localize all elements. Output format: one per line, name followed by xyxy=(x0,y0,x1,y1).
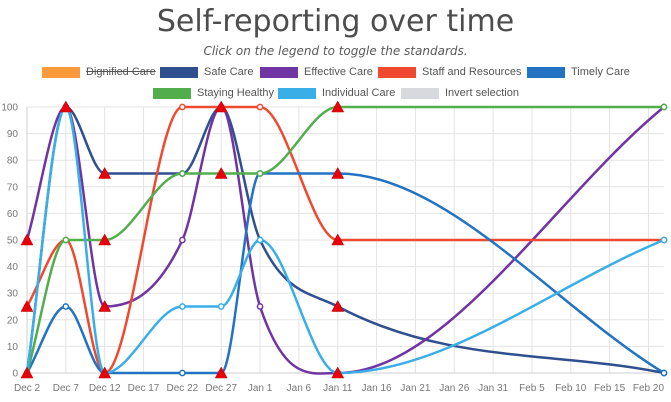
legend-swatch xyxy=(42,67,80,78)
data-point-effective-care xyxy=(179,236,186,244)
data-point-staff-and-resources xyxy=(256,103,264,111)
x-tick-label: Feb 20 xyxy=(633,383,665,394)
legend-swatch xyxy=(401,88,439,99)
x-tick-label: Jan 31 xyxy=(478,383,508,394)
y-tick-label: 70 xyxy=(7,182,19,193)
y-tick-label: 80 xyxy=(7,156,19,167)
y-tick-label: 40 xyxy=(7,262,19,273)
x-tick-label: Dec 22 xyxy=(167,383,199,394)
data-point-staying-healthy xyxy=(179,170,186,177)
x-tick-label: Jan 21 xyxy=(400,383,430,394)
data-point-individual-care xyxy=(256,236,264,244)
x-tick-label: Dec 7 xyxy=(53,383,80,394)
legend-swatch xyxy=(278,88,316,99)
data-point-staff-and-resources xyxy=(179,103,186,111)
data-point-effective-care xyxy=(256,303,264,310)
data-point-individual-care xyxy=(217,303,225,310)
chart-markers xyxy=(20,100,668,379)
flag-marker xyxy=(59,100,73,113)
y-tick-label: 50 xyxy=(7,236,19,247)
flag-marker xyxy=(98,166,112,179)
legend-label: Staff and Resources xyxy=(422,66,522,78)
chart-axes: 0 10 20 30 40 50 60 70 80 90 100 Dec 2 Dec 7 Dec 12 De… xyxy=(1,103,664,395)
legend-label: Dignified Care xyxy=(86,66,156,78)
flag-marker xyxy=(214,100,228,113)
y-tick-label: 10 xyxy=(7,342,19,353)
x-tick-label: Dec 17 xyxy=(128,383,160,394)
flag-marker xyxy=(214,166,228,179)
flag-marker xyxy=(98,366,112,379)
flag-marker xyxy=(20,233,34,246)
y-tick-label: 90 xyxy=(7,129,19,140)
chart-subtitle: Click on the legend to toggle the standa… xyxy=(203,44,468,58)
data-point-timely-care xyxy=(179,369,186,377)
legend-label: Timely Care xyxy=(571,66,630,78)
legend-swatch xyxy=(527,67,565,78)
chart-title: Self-reporting over time xyxy=(156,4,515,39)
data-point-staying-healthy xyxy=(256,170,264,177)
legend-swatch xyxy=(378,67,416,78)
legend-label: Individual Care xyxy=(322,87,396,99)
x-tick-label: Dec 2 xyxy=(14,383,41,394)
x-tick-label: Jan 1 xyxy=(248,383,273,394)
y-tick-label: 20 xyxy=(7,315,19,326)
data-point-staying-healthy xyxy=(660,103,668,111)
legend-swatch xyxy=(160,67,198,78)
x-tick-label: Feb 10 xyxy=(555,383,587,394)
data-point-timely-care xyxy=(62,303,70,310)
y-tick-label: 0 xyxy=(12,369,18,380)
x-tick-label: Feb 5 xyxy=(519,383,545,394)
data-point-individual-care xyxy=(660,236,668,244)
flag-marker xyxy=(331,233,345,246)
y-tick-label: 30 xyxy=(7,289,19,300)
x-tick-label: Dec 12 xyxy=(89,383,121,394)
x-tick-label: Feb 15 xyxy=(594,383,626,394)
data-point-individual-care xyxy=(179,303,186,310)
series-line-staff-and-resources xyxy=(25,105,664,375)
x-tick-label: Jan 6 xyxy=(287,383,312,394)
legend-label: Safe Care xyxy=(204,66,254,78)
data-point-staying-healthy xyxy=(62,236,70,244)
y-tick-label: 100 xyxy=(1,103,18,114)
legend-label: Effective Care xyxy=(304,66,373,78)
legend-swatch xyxy=(153,88,191,99)
flag-marker xyxy=(20,366,34,379)
legend-swatch xyxy=(260,67,298,78)
x-tick-label: Jan 16 xyxy=(362,383,392,394)
x-tick-label: Dec 27 xyxy=(205,383,237,394)
series-line-timely-care xyxy=(25,172,665,375)
legend-label: Staying Healthy xyxy=(197,87,275,99)
chart-series xyxy=(25,105,665,375)
flag-marker xyxy=(331,166,345,179)
x-tick-label: Jan 11 xyxy=(323,383,353,394)
flag-marker xyxy=(98,299,112,312)
flag-marker xyxy=(331,366,345,379)
x-tick-label: Jan 26 xyxy=(439,383,469,394)
legend-label: Invert selection xyxy=(445,87,519,99)
flag-marker xyxy=(214,366,228,379)
flag-marker xyxy=(20,299,34,312)
flag-marker xyxy=(98,233,112,246)
y-tick-label: 60 xyxy=(7,209,19,220)
data-point-timely-care xyxy=(660,369,668,377)
flag-marker xyxy=(331,299,345,312)
flag-marker xyxy=(331,100,345,113)
